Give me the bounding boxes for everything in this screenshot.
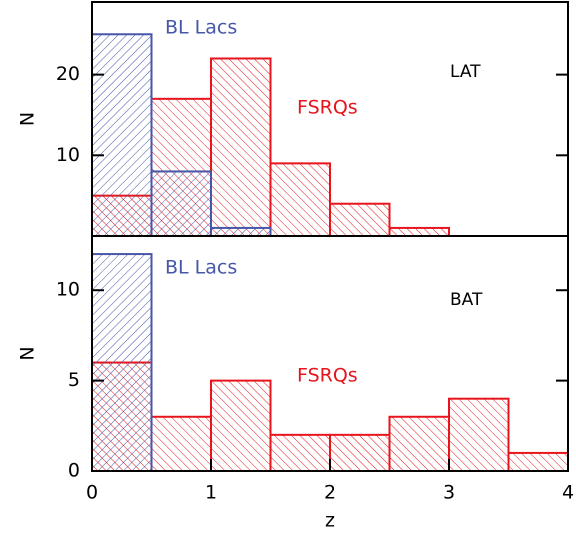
x-tick-label: 1 bbox=[205, 482, 217, 504]
y-axis-label: N bbox=[17, 346, 39, 360]
x-tick-label: 0 bbox=[86, 482, 98, 504]
x-tick-label: 2 bbox=[324, 482, 336, 504]
panel-annotation: LAT bbox=[450, 62, 481, 82]
y-tick-label: 20 bbox=[56, 63, 80, 85]
histogram-bar bbox=[269, 162, 331, 237]
series-label: BL Lacs bbox=[165, 17, 237, 39]
histogram-bar bbox=[448, 397, 510, 473]
x-tick-label: 4 bbox=[562, 482, 574, 504]
y-tick-label: 5 bbox=[68, 369, 80, 391]
histogram-bar bbox=[91, 33, 153, 237]
y-axis-label: N bbox=[17, 112, 39, 126]
series-label: FSRQs bbox=[297, 97, 358, 119]
series-label: BL Lacs bbox=[165, 257, 237, 279]
histogram-bar bbox=[388, 415, 450, 472]
histogram-bar bbox=[210, 57, 272, 237]
y-tick-label: 0 bbox=[68, 460, 80, 482]
panel-annotation: BAT bbox=[450, 290, 483, 310]
histogram-bar bbox=[91, 253, 153, 472]
y-tick-label: 10 bbox=[56, 279, 80, 301]
y-tick-label: 10 bbox=[56, 144, 80, 166]
histogram-bar bbox=[388, 226, 450, 237]
histogram-bar bbox=[210, 226, 272, 237]
histogram-bar bbox=[150, 415, 212, 472]
histogram-bar bbox=[269, 433, 331, 473]
series-label: FSRQs bbox=[297, 365, 358, 387]
histogram-bar bbox=[329, 433, 391, 473]
histogram-bar bbox=[150, 170, 212, 237]
x-tick-label: 3 bbox=[443, 482, 455, 504]
histogram-bar bbox=[507, 451, 569, 472]
histogram-bar bbox=[210, 379, 272, 472]
x-axis-label: z bbox=[325, 510, 335, 532]
histogram-bar bbox=[329, 202, 391, 237]
